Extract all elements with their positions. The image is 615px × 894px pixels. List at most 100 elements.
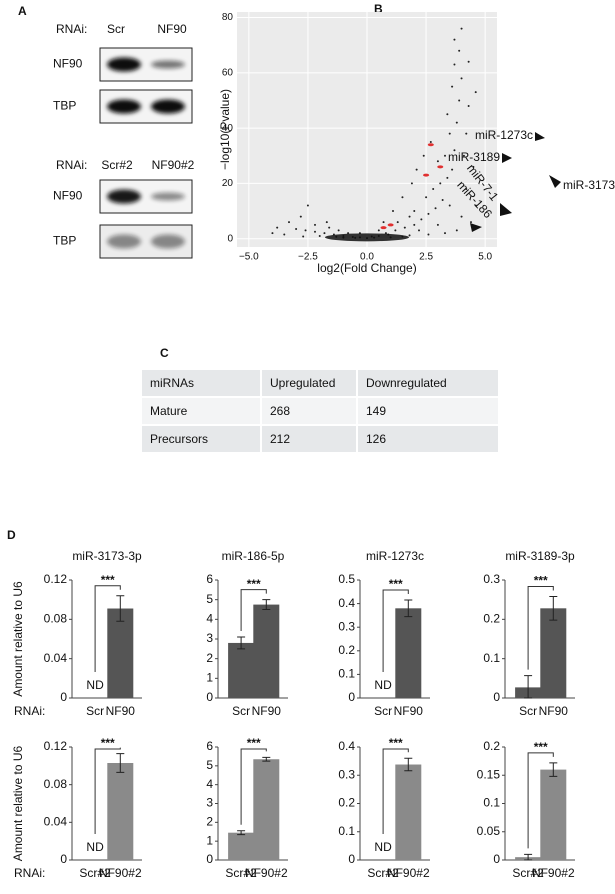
table-value: Mature xyxy=(150,404,188,418)
point xyxy=(276,226,279,229)
point xyxy=(328,226,331,229)
y-tick-label: 3 xyxy=(206,796,213,810)
point xyxy=(314,223,316,226)
significance-bracket xyxy=(527,752,554,849)
point xyxy=(306,204,309,207)
y-tick-label: 0.2 xyxy=(338,796,355,810)
bar xyxy=(540,769,567,860)
point xyxy=(384,232,387,235)
y-tick-label: 0.5 xyxy=(338,572,355,586)
error-bar xyxy=(524,675,533,699)
error-bar xyxy=(116,595,125,622)
error-bar xyxy=(404,599,413,618)
band xyxy=(107,99,141,114)
point xyxy=(453,63,456,66)
y-tick-label: 0 xyxy=(348,852,355,866)
point xyxy=(465,187,468,190)
bar xyxy=(228,832,255,860)
x-tick-label: NF90 xyxy=(394,704,424,718)
point xyxy=(302,235,305,238)
point xyxy=(458,99,461,102)
x-tick-label: Scr#2 xyxy=(225,866,257,880)
error-bar xyxy=(549,762,558,777)
lane-label: Scr xyxy=(107,22,125,36)
table-cell xyxy=(358,398,498,424)
significance: *** xyxy=(101,573,115,587)
y-tick-label: 6 xyxy=(206,572,213,586)
point xyxy=(446,113,449,116)
error-bar xyxy=(262,756,271,762)
y-tick-label: 5 xyxy=(206,592,213,606)
na-label: ND xyxy=(86,840,104,854)
x-tick-label: 0.0 xyxy=(360,252,374,263)
point xyxy=(392,210,394,213)
bar xyxy=(253,759,280,860)
point xyxy=(410,182,413,185)
band xyxy=(151,99,185,114)
point xyxy=(337,229,340,232)
point xyxy=(446,176,449,179)
y-tick-label: 0.2 xyxy=(483,739,500,753)
y-tick-label: 0.2 xyxy=(338,643,355,657)
x-tick-label: −5.0 xyxy=(239,252,259,263)
y-tick-label: 0.2 xyxy=(483,612,500,626)
significance: *** xyxy=(534,574,548,588)
y-tick-label: 0.04 xyxy=(44,651,68,665)
y-tick-label: 0 xyxy=(206,690,213,704)
point xyxy=(401,196,404,199)
panel-label: C xyxy=(160,346,169,360)
y-tick-label: 4 xyxy=(206,777,213,791)
y-tick-label: 60 xyxy=(222,67,234,78)
significance-bracket xyxy=(240,589,267,632)
point xyxy=(474,91,477,94)
annotation-arrow xyxy=(502,153,512,163)
point xyxy=(427,233,430,236)
significance-bracket xyxy=(94,747,121,834)
y-tick-label: 0.08 xyxy=(44,612,68,626)
point xyxy=(403,226,406,229)
y-tick-label: 0.08 xyxy=(44,777,68,791)
point xyxy=(465,132,468,135)
y-tick-label: 0.3 xyxy=(338,619,355,633)
na-label: ND xyxy=(86,678,104,692)
point xyxy=(271,232,274,235)
y-tick-label: 4 xyxy=(206,612,213,626)
point xyxy=(420,218,423,221)
error-bar xyxy=(262,599,271,610)
point xyxy=(295,228,298,231)
point xyxy=(448,132,451,135)
band xyxy=(151,60,185,69)
bar xyxy=(540,608,567,698)
highlight-point xyxy=(427,143,434,147)
x-tick-label: Scr xyxy=(232,704,250,718)
table-cell xyxy=(358,370,498,396)
significance-bracket xyxy=(94,585,121,672)
point xyxy=(462,154,465,157)
y-tick-label: 0.3 xyxy=(338,767,355,781)
point xyxy=(427,212,430,215)
chart-title: miR-186-5p xyxy=(222,549,285,563)
band-label: TBP xyxy=(53,234,76,248)
x-tick-label: −2.5 xyxy=(298,252,318,263)
point xyxy=(299,215,302,218)
y-tick-label: 0.04 xyxy=(44,815,68,829)
x-tick-label: NF90#2 xyxy=(245,866,288,880)
y-tick-label: 1 xyxy=(206,833,213,847)
lane-label: Scr#2 xyxy=(101,158,133,172)
y-tick-label: 6 xyxy=(206,739,213,753)
point xyxy=(439,182,442,185)
point xyxy=(408,215,411,218)
annotation-arrow xyxy=(500,203,512,216)
error-bar xyxy=(404,757,413,772)
point xyxy=(455,121,458,124)
bar xyxy=(395,764,422,860)
y-tick-label: 0 xyxy=(348,690,355,704)
point xyxy=(418,229,420,232)
error-bar xyxy=(237,636,246,650)
point xyxy=(408,234,411,237)
error-bar xyxy=(116,753,125,773)
y-tick-label: 0 xyxy=(493,690,500,704)
bar xyxy=(253,604,280,698)
point xyxy=(425,196,428,199)
table-cell xyxy=(262,370,356,396)
